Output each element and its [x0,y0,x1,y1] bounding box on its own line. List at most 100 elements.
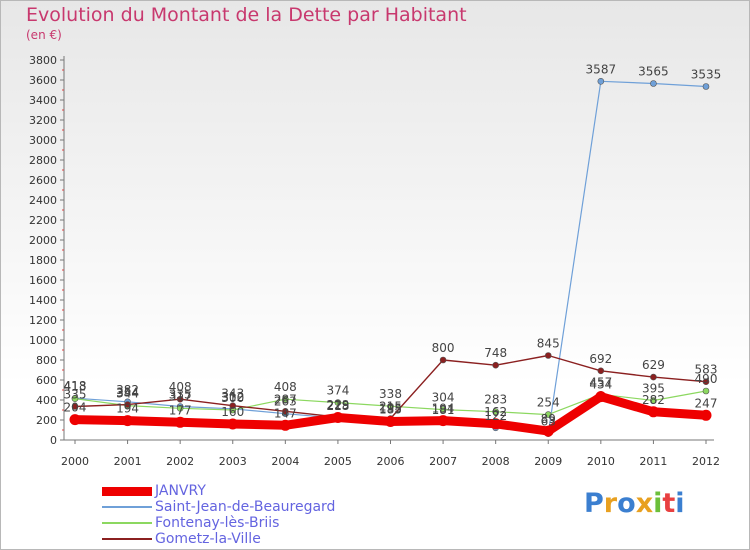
data-label-0: 282 [642,393,665,407]
data-label-0: 177 [169,403,192,417]
data-point-3 [229,402,237,410]
data-point-0 [227,418,239,430]
legend-label: Saint-Jean-de-Beauregard [155,499,336,515]
y-tick-label: 400 [36,394,57,407]
legend-label: Fontenay-lès-Briis [155,515,280,531]
data-label-0: 147 [274,406,297,420]
data-point-0 [174,416,186,428]
y-tick-label: 800 [36,354,57,367]
x-tick-label: 2005 [324,455,352,468]
data-label-0: 225 [326,399,349,413]
data-label-1: 63 [541,415,556,429]
data-point-2 [492,408,499,416]
data-label-2: 490 [695,372,718,386]
y-tick-label: 600 [36,374,57,387]
x-tick-label: 2012 [692,455,720,468]
data-point-3 [597,367,605,375]
data-label-2: 344 [116,387,139,401]
y-tick-label: 1400 [29,294,57,307]
chart-title: Evolution du Montant de la Dette par Hab… [26,4,467,26]
data-label-2: 283 [484,393,507,407]
y-tick-label: 2000 [29,234,57,247]
x-tick-label: 2010 [587,455,615,468]
y-tick-label: 2800 [29,154,57,167]
data-label-3: 692 [589,352,612,366]
y-tick-label: 2400 [29,194,57,207]
data-label-1: 3535 [691,68,722,82]
y-tick-label: 3400 [29,94,57,107]
data-label-1: 418 [64,379,87,393]
data-point-0 [490,418,502,430]
data-label-2: 395 [642,382,665,396]
data-label-2: 300 [221,391,244,405]
x-tick-label: 2002 [166,455,194,468]
data-label-1: 122 [484,409,507,423]
data-label-0: 434 [589,378,612,392]
data-point-2 [702,387,710,395]
data-label-2: 408 [274,380,297,394]
y-tick-label: 1200 [29,314,57,327]
data-label-3: 215 [379,400,402,414]
y-tick-label: 1000 [29,334,57,347]
data-point-0 [279,419,291,431]
y-tick-label: 0 [50,434,57,447]
data-label-3: 229 [326,398,349,412]
y-tick-label: 1600 [29,274,57,287]
data-label-0: 185 [379,403,402,417]
data-point-0 [332,412,344,423]
y-tick-label: 1800 [29,254,57,267]
data-point-2 [650,397,657,404]
legend-swatch [102,486,152,496]
data-label-2: 317 [169,389,192,403]
x-tick-label: 2001 [114,455,142,468]
data-label-2: 457 [589,375,612,389]
y-tick-label: 2200 [29,214,57,227]
data-label-1: 312 [221,390,244,404]
data-label-2: 304 [432,391,455,405]
x-tick-label: 2004 [271,455,299,468]
data-label-3: 629 [642,358,665,372]
legend-swatch [102,522,152,524]
data-label-0: 89 [541,412,556,426]
data-label-1: 195 [379,402,402,416]
data-point-0 [122,415,134,427]
data-point-0 [385,416,396,427]
data-label-1: 263 [274,395,297,409]
x-tick-label: 2006 [377,455,405,468]
x-tick-label: 2000 [61,455,89,468]
data-label-0: 194 [432,402,455,416]
legend-swatch [102,538,152,540]
brand-letter: P [584,488,604,519]
y-tick-label: 3200 [29,114,57,127]
x-tick-label: 2007 [429,455,457,468]
legend-label: Gometz-la-Ville [155,531,261,547]
data-point-3 [124,401,131,408]
brand-letter: t [662,488,676,519]
data-point-1 [650,80,657,87]
y-tick-label: 3800 [29,54,57,67]
x-tick-label: 2008 [482,455,510,468]
data-point-2 [387,402,394,410]
y-tick-label: 3000 [29,134,57,147]
brand-letter: r [603,488,618,519]
data-label-1: 382 [116,383,139,397]
data-label-3: 845 [537,337,560,351]
data-label-3: 354 [116,386,139,400]
brand-letter: i [653,488,663,519]
data-label-2: 254 [537,396,560,410]
data-label-3: 343 [221,387,244,401]
data-label-1: 3565 [638,65,669,79]
data-label-2: 338 [379,387,402,401]
data-label-0: 247 [695,396,718,410]
data-label-1: 218 [326,399,349,413]
data-label-3: 335 [64,388,87,402]
data-point-1 [597,78,605,85]
data-label-3: 408 [169,380,192,394]
data-label-0: 160 [221,405,244,419]
data-point-2 [544,411,552,418]
data-label-2: 374 [326,384,349,398]
proxiti-logo: Proxiti [584,488,685,519]
data-label-3: 800 [432,341,455,355]
